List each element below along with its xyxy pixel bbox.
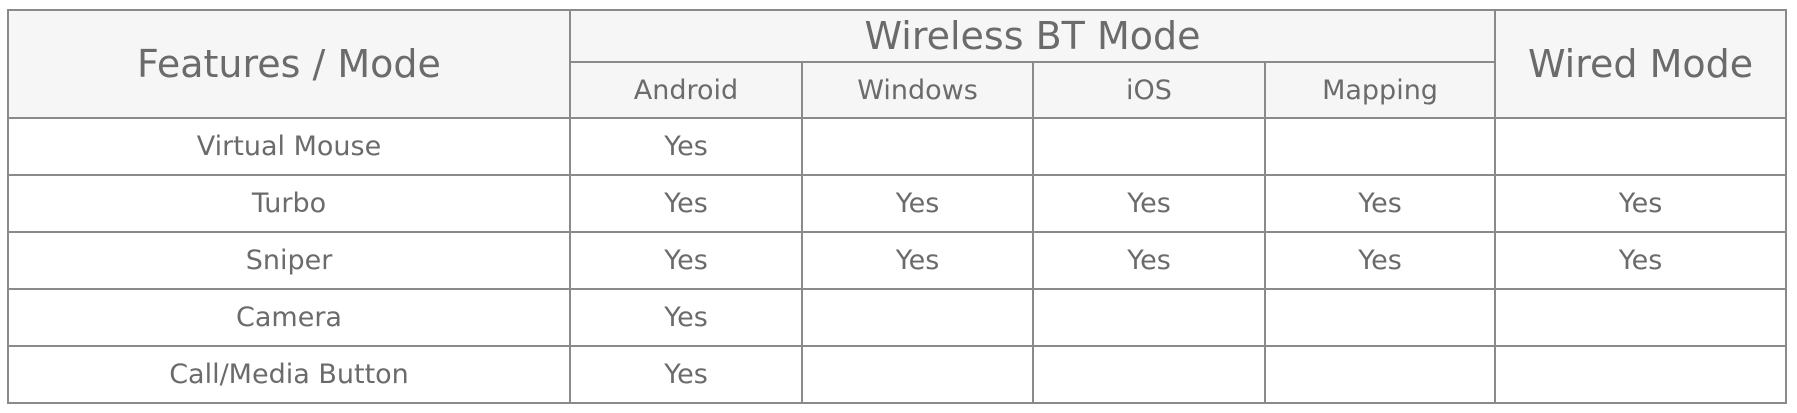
support-cell [801,345,1034,404]
table-row: Turbo Yes Yes Yes Yes Yes [7,174,1788,233]
support-cell [1494,345,1788,404]
support-cell [1263,288,1497,347]
windows-header: Windows [801,61,1034,119]
support-cell: Yes [1032,231,1266,290]
table-row: Virtual Mouse Yes [7,117,1788,176]
support-cell: Yes [569,345,803,404]
support-cell: Yes [569,174,803,233]
table-row: Sniper Yes Yes Yes Yes Yes [7,231,1788,290]
support-cell: Yes [1263,174,1497,233]
feature-mode-table: Features / Mode Wireless BT Mode Wired M… [7,9,1788,404]
support-cell [1032,288,1266,347]
support-cell: Yes [1032,174,1266,233]
feature-cell: Camera [7,288,571,347]
support-cell: Yes [1494,174,1788,233]
feature-cell: Virtual Mouse [7,117,571,176]
mapping-header: Mapping [1263,61,1497,119]
support-cell: Yes [1263,231,1497,290]
table-row: Call/Media Button Yes [7,345,1788,404]
support-cell [801,117,1034,176]
wired-mode-header: Wired Mode [1494,9,1788,119]
support-cell: Yes [801,174,1034,233]
feature-cell: Sniper [7,231,571,290]
features-mode-header: Features / Mode [7,9,571,119]
wireless-bt-mode-header: Wireless BT Mode [568,9,1497,63]
support-cell [1263,345,1497,404]
android-header: Android [569,61,803,119]
support-cell [1032,117,1266,176]
support-cell: Yes [1494,231,1788,290]
feature-cell: Turbo [7,174,571,233]
support-cell [1494,288,1788,347]
support-cell: Yes [569,231,803,290]
feature-cell: Call/Media Button [7,345,571,404]
ios-header: iOS [1032,61,1266,119]
support-cell [1494,117,1788,176]
table-row: Camera Yes [7,288,1788,347]
support-cell [801,288,1034,347]
support-cell: Yes [801,231,1034,290]
support-cell: Yes [569,117,803,176]
support-cell: Yes [569,288,803,347]
support-cell [1032,345,1266,404]
support-cell [1263,117,1497,176]
